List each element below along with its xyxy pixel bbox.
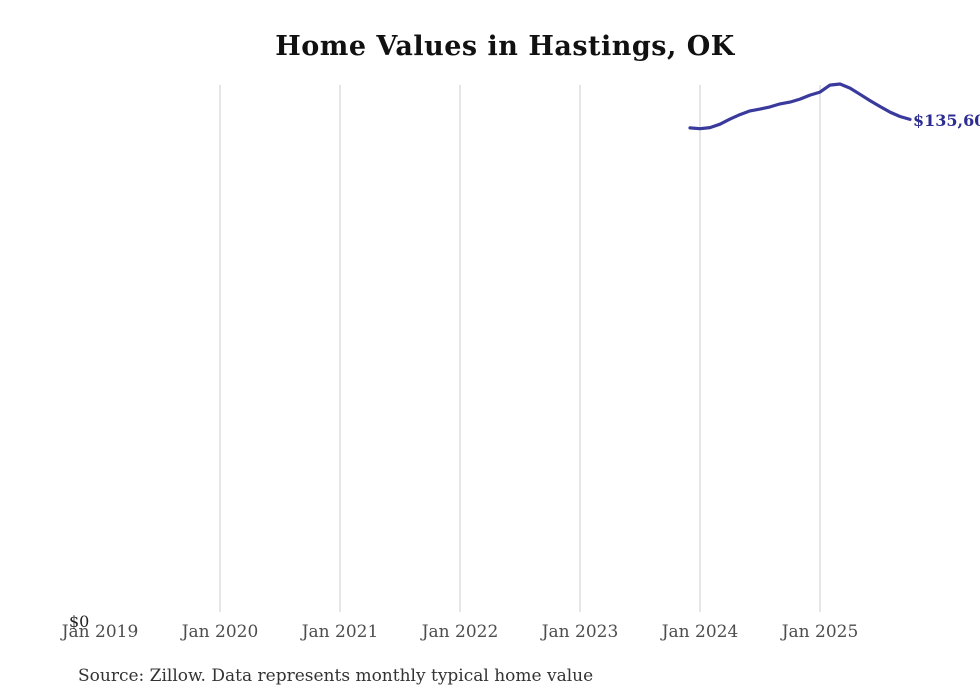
home-value-line-series — [688, 82, 912, 131]
x-tick-label: Jan 2022 — [421, 622, 499, 642]
x-tick-label: Jan 2021 — [301, 622, 379, 642]
x-tick-label: Jan 2020 — [181, 622, 259, 642]
series-end-value-label: $135,600 — [913, 111, 980, 130]
x-tick-label: Jan 2019 — [61, 622, 139, 642]
x-tick-label: Jan 2023 — [541, 622, 619, 642]
x-tick-label: Jan 2025 — [781, 622, 859, 642]
x-tick-label: Jan 2024 — [661, 622, 739, 642]
y-axis-zero-label: $0 — [69, 612, 90, 631]
source-attribution: Source: Zillow. Data represents monthly … — [78, 666, 594, 686]
vertical-gridlines — [219, 85, 821, 612]
chart-title: Home Values in Hastings, OK — [275, 31, 735, 62]
